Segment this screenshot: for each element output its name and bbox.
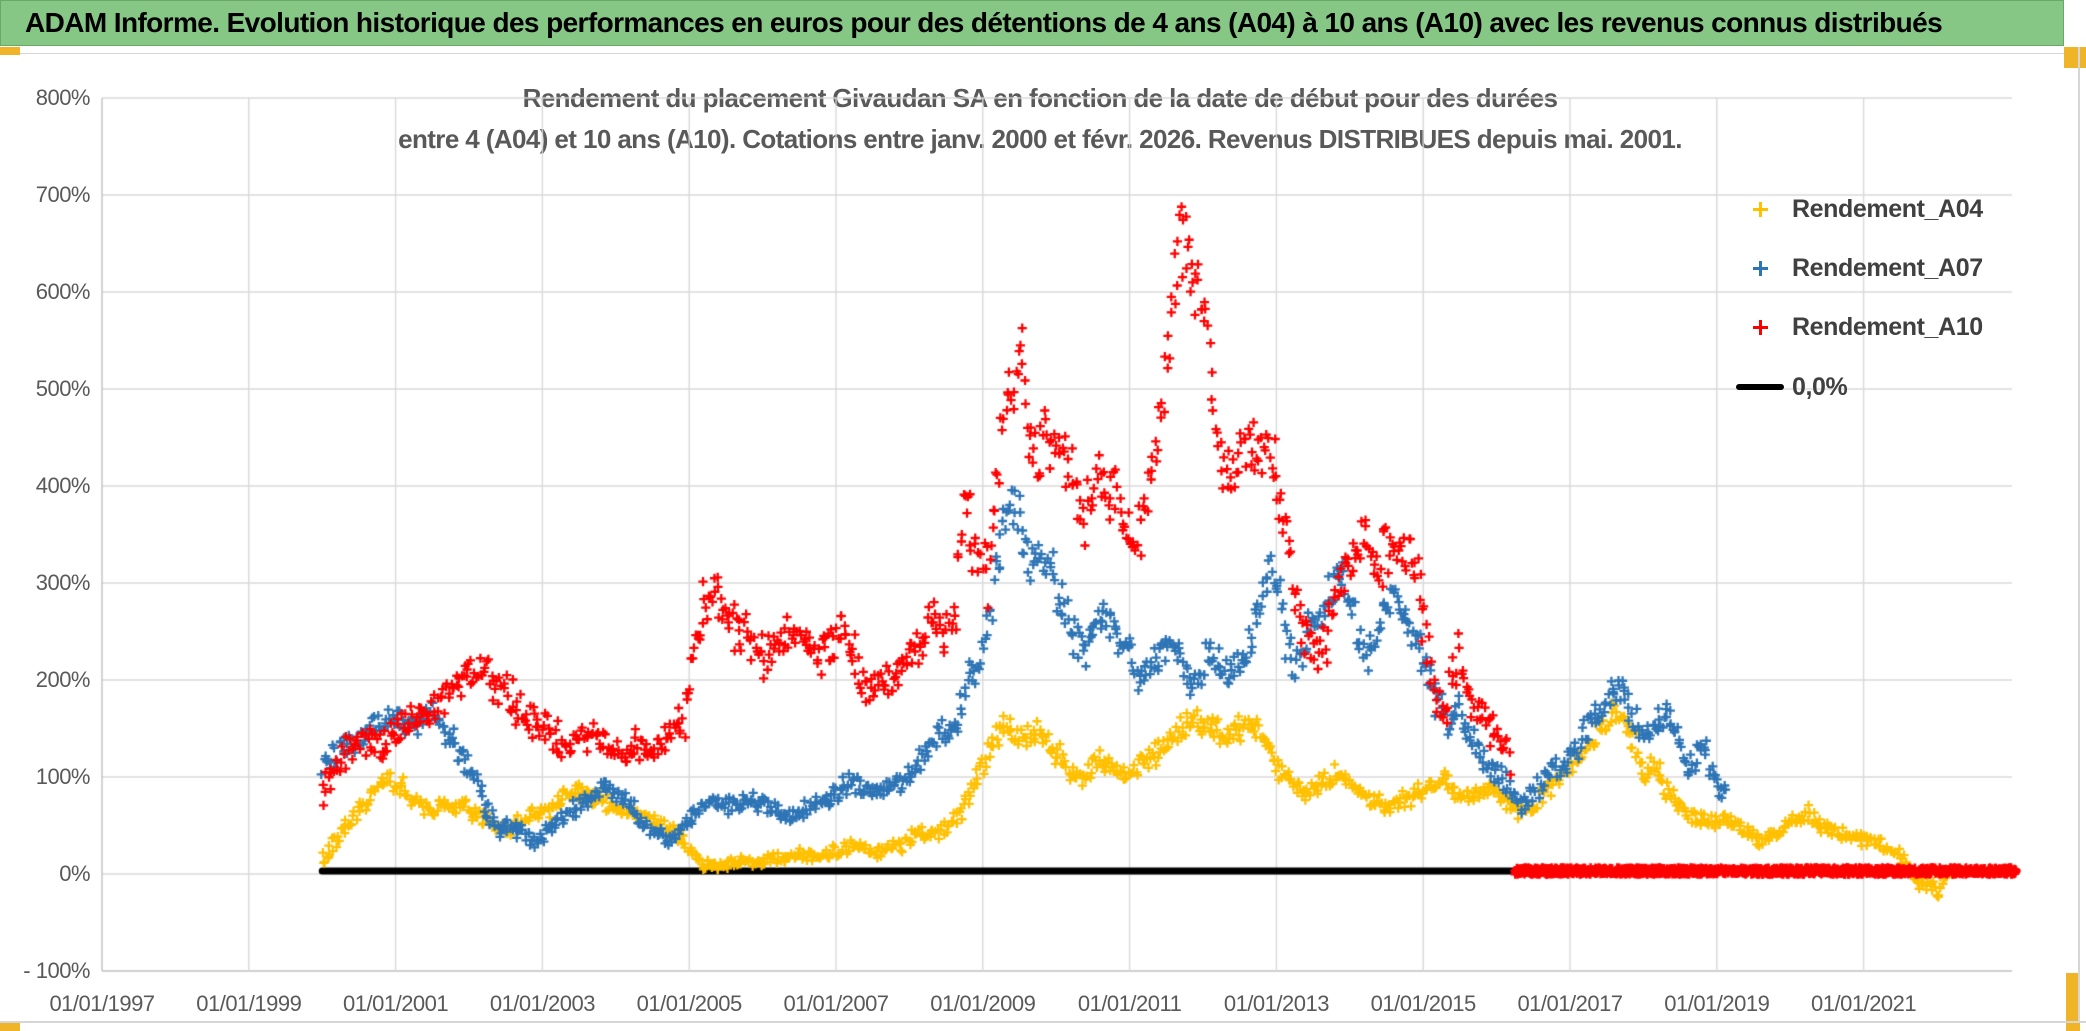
y-tick-label: 400% [35, 473, 91, 498]
y-tick-label: - 100% [23, 958, 90, 983]
x-tick-label: 01/01/1997 [49, 991, 155, 1016]
x-tick-label: 01/01/2021 [1811, 991, 1917, 1016]
legend-label: Rendement_A04 [1792, 194, 1983, 223]
legend-item-0-0-[interactable]: 0,0% [1736, 367, 1848, 407]
legend-label: Rendement_A07 [1792, 253, 1983, 282]
legend-label: 0,0% [1792, 372, 1848, 401]
legend-item-rendement-a10[interactable]: Rendement_A10 [1736, 307, 1983, 347]
legend-label: Rendement_A10 [1792, 312, 1983, 341]
y-tick-label: 700% [35, 182, 91, 207]
legend-item-rendement-a07[interactable]: Rendement_A07 [1736, 248, 1983, 288]
x-tick-label: 01/01/1999 [196, 991, 302, 1016]
y-tick-label: 300% [35, 570, 91, 595]
zero-line-marker-icon [1736, 384, 1784, 390]
plus-marker-icon [1752, 319, 1768, 335]
x-tick-label: 01/01/2005 [636, 991, 743, 1016]
x-tick-label: 01/01/2017 [1517, 991, 1623, 1016]
plus-marker-icon [1752, 201, 1768, 217]
plus-marker-icon [1752, 260, 1768, 276]
x-tick-label: 01/01/2015 [1370, 991, 1477, 1016]
y-tick-label: 100% [35, 764, 91, 789]
x-tick-label: 01/01/2019 [1664, 991, 1770, 1016]
x-tick-label: 01/01/2003 [489, 991, 596, 1016]
y-tick-label: 800% [35, 85, 91, 110]
y-tick-label: 600% [35, 279, 91, 304]
y-tick-label: 500% [35, 376, 91, 401]
legend-item-rendement-a04[interactable]: Rendement_A04 [1736, 189, 1983, 229]
x-tick-label: 01/01/2013 [1223, 991, 1330, 1016]
x-tick-label: 01/01/2011 [1077, 991, 1182, 1016]
x-tick-label: 01/01/2001 [343, 991, 449, 1016]
y-tick-label: 200% [35, 667, 91, 692]
x-tick-label: 01/01/2007 [783, 991, 889, 1016]
x-tick-label: 01/01/2009 [930, 991, 1036, 1016]
y-tick-label: 0% [59, 861, 90, 886]
